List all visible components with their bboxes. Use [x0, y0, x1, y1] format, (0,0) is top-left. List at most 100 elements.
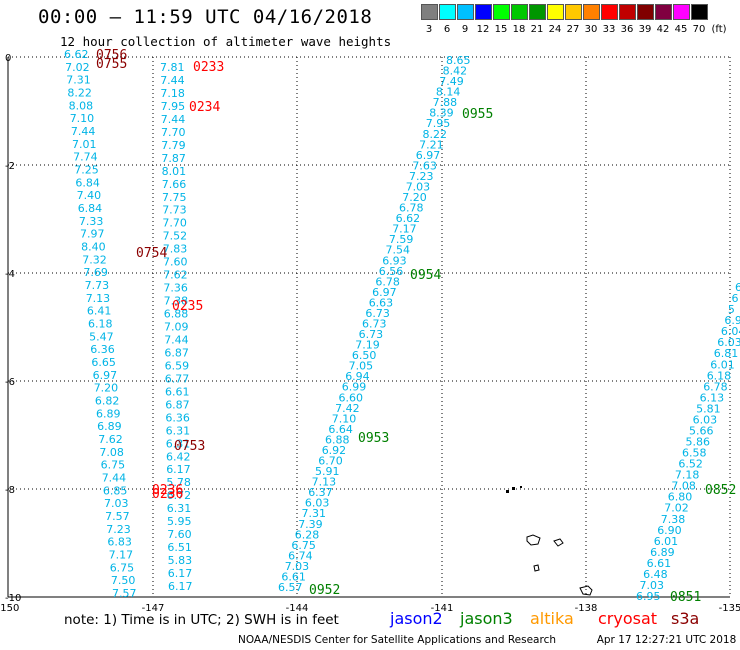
satellite-label-jason3: jason3: [460, 609, 513, 628]
wave-height-value: 7.79: [161, 139, 186, 152]
credit-text: NOAA/NESDIS Center for Satellite Applica…: [238, 634, 556, 646]
wave-height-value: 8.01: [162, 165, 187, 178]
wave-height-value: 6.01: [710, 358, 735, 371]
wave-height-value: 6.97: [416, 149, 441, 162]
wave-height-value: 6.73: [362, 318, 387, 331]
wave-height-value: 5: [728, 303, 735, 316]
wave-height-value: 5.83: [168, 554, 193, 567]
wave-height-value: 6.41: [87, 305, 112, 318]
wave-height-value: 7.66: [162, 178, 187, 191]
wave-height-value: 6.58: [682, 447, 707, 460]
wave-height-value: 7.74: [73, 151, 98, 164]
wave-height-value: 7.95: [426, 117, 451, 130]
island-dot: [520, 486, 522, 488]
wave-height-value: 7.52: [163, 230, 188, 243]
wave-height-value: 7.50: [111, 574, 135, 587]
satellite-label-cryosat: cryosat: [598, 609, 658, 628]
wave-height-value: 6.61: [647, 557, 672, 570]
island-dot: [512, 487, 515, 490]
scale-swatch: [619, 4, 636, 20]
wave-height-value: 6.93: [382, 254, 407, 267]
wave-height-value: 7.18: [675, 469, 700, 482]
wave-height-value: 6.18: [707, 369, 732, 382]
wave-height-value: 7.60: [167, 528, 192, 541]
wave-height-value: 7.81: [160, 61, 185, 74]
wave-height-value: 6.89: [97, 420, 122, 433]
island-dot: [506, 490, 509, 493]
wave-height-value: 6.97: [372, 286, 397, 299]
wave-height-value: 6.89: [650, 546, 675, 559]
scale-swatch: [529, 4, 546, 20]
scale-label: 6: [443, 24, 451, 35]
wave-height-value: 7.60: [163, 256, 188, 269]
wave-height-value: 7.44: [164, 334, 189, 347]
wave-height-value: 7.62: [163, 269, 188, 282]
footnote: note: 1) Time is in UTC; 2) SWH is in fe…: [64, 612, 339, 628]
wave-height-value: 6.04: [721, 325, 740, 338]
wave-height-value: 6: [732, 292, 739, 305]
lon-tick-label: -138: [575, 603, 598, 614]
wave-height-value: 6.36: [90, 343, 115, 356]
wave-height-value: 7.01: [72, 138, 97, 151]
wave-height-value: 7.23: [409, 170, 434, 183]
scale-swatch: [565, 4, 582, 20]
wave-height-value: 7.17: [392, 223, 417, 236]
wave-height-value: 7.88: [433, 96, 458, 109]
wave-height-value: 7.73: [162, 204, 187, 217]
island-shape: [526, 534, 541, 546]
scale-swatch: [637, 4, 654, 20]
wave-height-value: 7.05: [349, 360, 374, 373]
wave-height-value: 7.70: [161, 126, 186, 139]
wave-height-value: 6.75: [291, 539, 316, 552]
wave-height-value: 6.97: [93, 369, 118, 382]
wave-height-value: 6.37: [308, 486, 333, 499]
wave-height-value: 7.36: [163, 282, 188, 295]
satellite-label-altika: altika: [530, 609, 574, 628]
wave-height-value: 7.57: [105, 510, 130, 523]
pass-time-label: 0954: [410, 268, 441, 283]
wave-height-value: 6.17: [168, 567, 193, 580]
scale-swatch: [547, 4, 564, 20]
pass-time-label: 0754: [136, 246, 167, 261]
wave-height-value: 7.87: [161, 152, 186, 165]
wave-height-value: 6.03: [717, 336, 740, 349]
wave-height-value: 5.66: [689, 425, 714, 438]
wave-height-value: 8.08: [69, 99, 94, 112]
wave-height-value: 7.03: [285, 560, 310, 573]
wave-height-value: 6.18: [88, 318, 113, 331]
wave-height-value: 7.18: [160, 87, 185, 100]
wave-height-value: 6.95: [636, 590, 661, 603]
wave-height-value: 6.28: [295, 528, 320, 541]
wave-height-value: 7.10: [332, 412, 357, 425]
page-title: 00:00 – 11:59 UTC 04/16/2018: [38, 6, 373, 28]
wave-height-value: 6.62: [64, 48, 89, 61]
wave-height-value: 7.73: [85, 279, 110, 292]
wave-height-value: 7.23: [106, 523, 131, 536]
scale-label: 36: [620, 24, 634, 35]
wave-height-value: 7.38: [661, 513, 686, 526]
pass-time-label: 0756: [96, 48, 127, 63]
pass-time-label: 0233: [193, 60, 224, 75]
wave-height-value: 7.32: [82, 253, 107, 266]
wave-height-value: 7.44: [161, 113, 186, 126]
wave-height-value: 8.14: [436, 86, 461, 99]
scale-swatch: [655, 4, 672, 20]
wave-height-value: 7.97: [80, 228, 105, 241]
scale-label: 33: [602, 24, 616, 35]
wave-height-value: 7.75: [162, 191, 187, 204]
scale-label: 39: [638, 24, 652, 35]
lon-tick-label: -147: [142, 603, 165, 614]
wave-height-value: 7.17: [109, 549, 134, 562]
wave-height-value: 6.51: [167, 541, 192, 554]
wave-height-value: 6.78: [375, 275, 400, 288]
pass-time-label: 0952: [309, 583, 340, 598]
wave-height-value: 7.20: [402, 191, 427, 204]
wave-height-value: 6.60: [339, 391, 364, 404]
wave-height-value: 7.62: [98, 433, 123, 446]
scale-label: 9: [461, 24, 469, 35]
wave-height-value: 7.54: [386, 244, 411, 257]
wave-height-value: 7.39: [298, 518, 323, 531]
wave-height-value: 6.62: [396, 212, 421, 225]
